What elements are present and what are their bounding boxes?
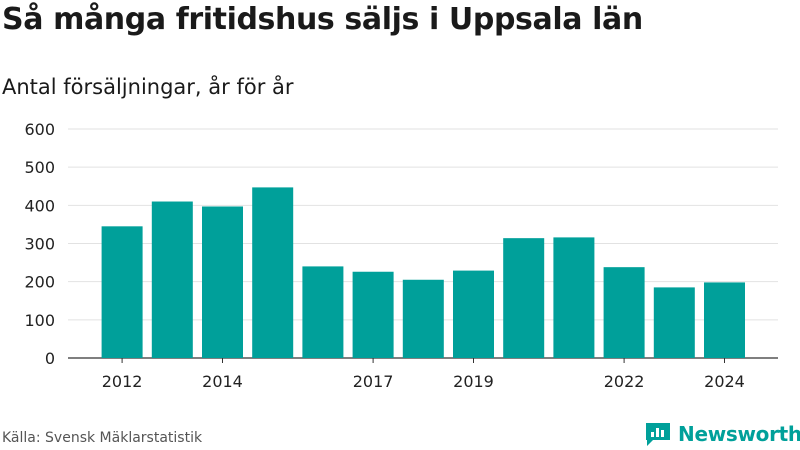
x-tick-label: 2019 [453, 372, 494, 391]
bar-2024 [704, 282, 745, 358]
y-tick-label: 400 [24, 196, 55, 215]
bar-2019 [453, 270, 494, 358]
y-tick-label: 0 [45, 349, 55, 368]
bar-2016 [302, 266, 344, 358]
chart-title: Så många fritidshus säljs i Uppsala län [2, 2, 643, 37]
bar-2014 [202, 206, 243, 358]
y-tick-label: 100 [24, 311, 55, 330]
bar-series [101, 187, 745, 358]
newsworthy-logo-icon [646, 423, 670, 446]
y-axis-labels: 0 100 200 300 400 500 600 [24, 120, 55, 368]
bar-chart: 0 100 200 300 400 500 600 2012 2014 2017 2019 2022… [24, 120, 778, 391]
bar-2017 [352, 271, 394, 358]
brand-logo: Newsworthy [644, 421, 800, 447]
chart-subtitle: Antal försäljningar, år för år [2, 75, 294, 99]
bar-2021 [553, 237, 595, 358]
brand-name: Newsworthy [678, 422, 800, 446]
bar-2013 [151, 201, 193, 358]
x-tick-label: 2017 [353, 372, 394, 391]
y-tick-label: 200 [24, 273, 55, 292]
bar-2023 [653, 287, 695, 358]
y-tick-label: 300 [24, 235, 55, 254]
bar-2012 [101, 226, 143, 358]
bar-2022 [603, 267, 645, 358]
bar-2020 [503, 238, 545, 358]
bar-2018 [402, 279, 444, 358]
x-tick-label: 2012 [102, 372, 143, 391]
source-note: Källa: Svensk Mäklarstatistik [2, 430, 203, 446]
x-tick-label: 2024 [704, 372, 745, 391]
x-axis-labels: 2012 2014 2017 2019 2022 2024 [102, 358, 745, 391]
bar-2015 [252, 187, 294, 358]
y-tick-label: 500 [24, 158, 55, 177]
x-tick-label: 2014 [202, 372, 243, 391]
x-tick-label: 2022 [604, 372, 645, 391]
y-tick-label: 600 [24, 120, 55, 139]
